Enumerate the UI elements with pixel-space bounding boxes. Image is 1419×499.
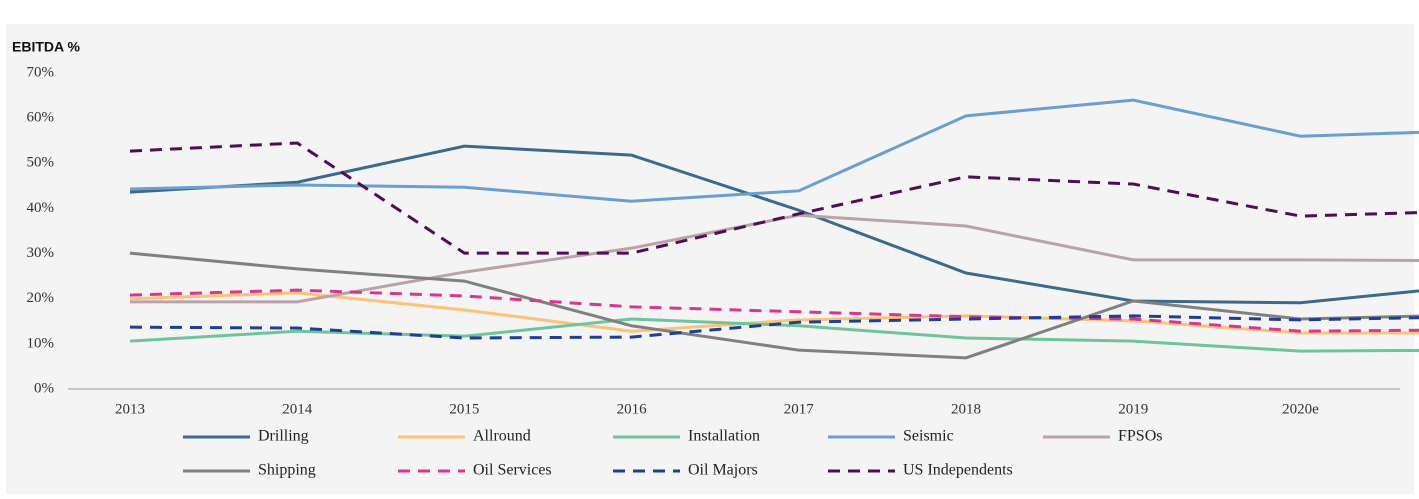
y-tick-label: 50% bbox=[27, 155, 55, 171]
x-tick-label: 2017 bbox=[784, 401, 815, 417]
series-line bbox=[129, 314, 1419, 340]
legend-label: Allround bbox=[473, 428, 531, 445]
legend-label: Seismic bbox=[903, 428, 954, 445]
series-line bbox=[129, 98, 1419, 203]
y-tick-label: 40% bbox=[27, 200, 55, 216]
y-tick-label: 70% bbox=[27, 64, 55, 80]
legend-label: FPSOs bbox=[1118, 428, 1162, 445]
x-tick-label: 2014 bbox=[282, 401, 313, 417]
legend-label: Shipping bbox=[258, 462, 316, 479]
x-tick-label: 2019 bbox=[1118, 401, 1148, 417]
legend-label: US Independents bbox=[903, 462, 1013, 479]
series-line bbox=[129, 251, 1419, 360]
x-tick-label: 2016 bbox=[617, 401, 648, 417]
x-tick-label: 2020e bbox=[1282, 401, 1319, 417]
x-tick-label: 2015 bbox=[449, 401, 479, 417]
series-line bbox=[129, 291, 1419, 335]
y-tick-label: 10% bbox=[27, 335, 55, 351]
legend-label: Oil Majors bbox=[688, 462, 758, 479]
y-tick-label: 60% bbox=[27, 110, 55, 126]
legend-label: Oil Services bbox=[473, 462, 552, 479]
series-line bbox=[129, 141, 1419, 255]
y-axis-label: EBITDA % bbox=[12, 39, 80, 55]
y-tick-label: 30% bbox=[27, 245, 55, 261]
legend-label: Installation bbox=[688, 428, 760, 445]
legend-label: Drilling bbox=[258, 428, 309, 445]
series-line bbox=[130, 213, 1419, 304]
x-tick-label: 2013 bbox=[115, 401, 145, 417]
series-line bbox=[129, 144, 1419, 305]
x-tick-label: 2018 bbox=[951, 401, 981, 417]
y-tick-label: 0% bbox=[34, 380, 54, 396]
y-tick-label: 20% bbox=[27, 290, 55, 306]
series-line bbox=[129, 288, 1419, 333]
